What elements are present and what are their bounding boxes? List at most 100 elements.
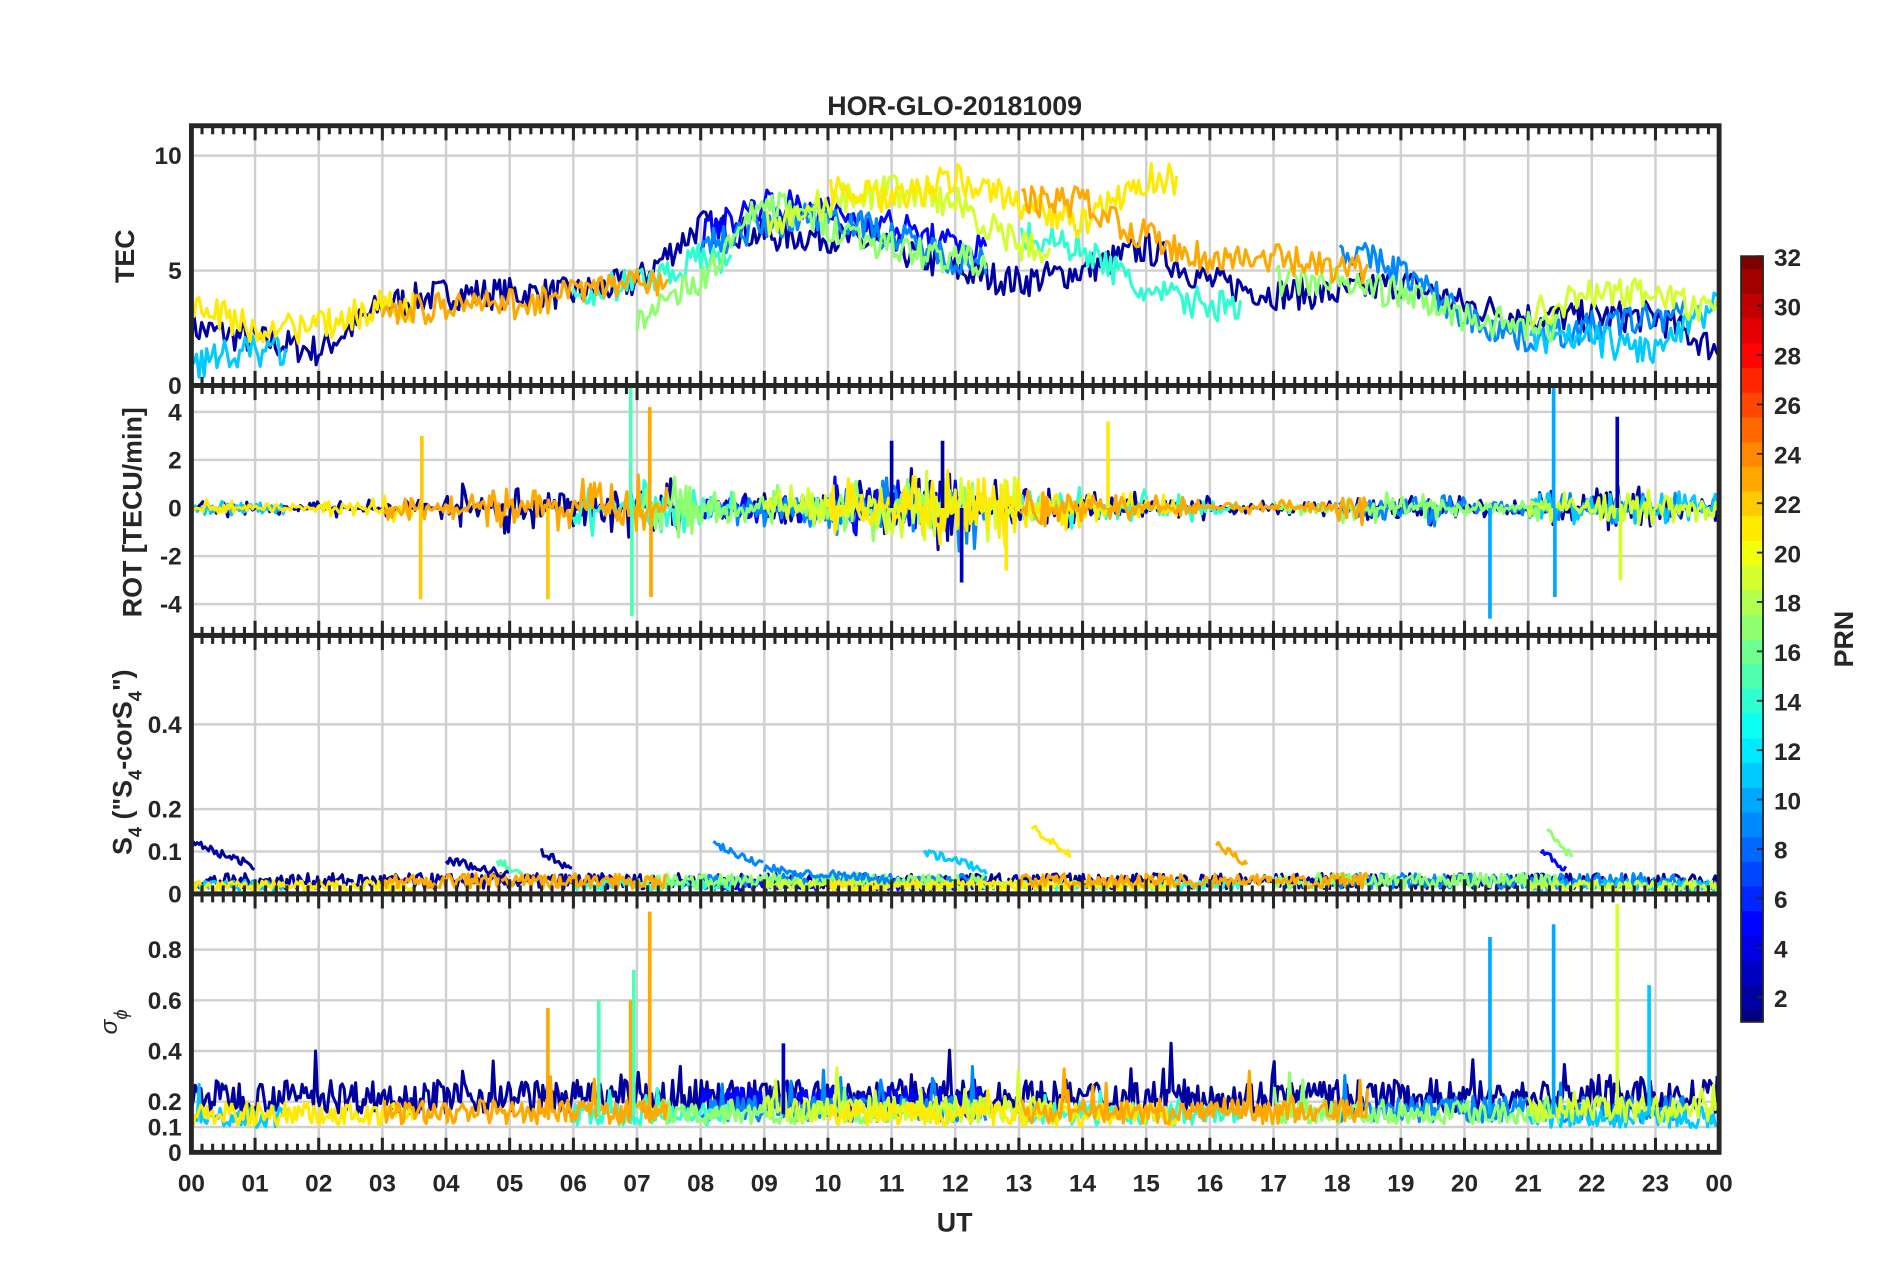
- colorbar-segment: [1741, 564, 1764, 591]
- s4-bump-prn-2: [539, 848, 573, 870]
- sigma-line-prn-17: [1272, 1071, 1561, 1126]
- colorbar-tick-label: 24: [1774, 443, 1802, 470]
- x-tick-label: 09: [751, 1170, 778, 1197]
- tec-line-prn-11: [1529, 291, 1720, 364]
- x-tick-label: 15: [1133, 1170, 1160, 1197]
- colorbar-label: PRN: [1829, 611, 1859, 668]
- x-tick-label: 13: [1005, 1170, 1032, 1197]
- colorbar-tick-label: 26: [1774, 393, 1801, 420]
- x-tick-label: 05: [496, 1170, 523, 1197]
- colorbar-tick-label: 4: [1774, 937, 1788, 964]
- s4-ylabel-part: "): [108, 669, 138, 691]
- colorbar-tick-label: 16: [1774, 640, 1801, 667]
- s4-bump-prn-23: [1214, 840, 1249, 866]
- colorbar-segment: [1741, 688, 1764, 714]
- tec-line-prn-11: [190, 334, 288, 379]
- x-tick-label: 04: [432, 1170, 460, 1197]
- tec-line-prn-14: [1019, 221, 1242, 323]
- s4-ytick-label: 0: [168, 881, 182, 908]
- x-tick-label: 06: [560, 1170, 587, 1197]
- colorbar-segment: [1741, 441, 1764, 467]
- colorbar-segment: [1741, 268, 1764, 294]
- colorbar-segment: [1741, 960, 1764, 986]
- x-tick-label: 23: [1642, 1170, 1669, 1197]
- tec-line-prn-19: [765, 174, 1051, 264]
- x-tick-label: 21: [1515, 1170, 1542, 1197]
- colorbar-tick-label: 30: [1774, 294, 1801, 321]
- s4-ylabel: S4 ("S4-corS4"): [108, 669, 146, 855]
- s4-bump-prn-2: [190, 839, 256, 871]
- colorbar-segment: [1741, 256, 1764, 270]
- colorbar-segment: [1741, 639, 1764, 665]
- sigma-ytick-label: 0.8: [148, 937, 182, 964]
- tec-line-prn-17: [1274, 264, 1560, 343]
- sigma-line-prn-23: [1020, 1067, 1370, 1126]
- x-tick-label: 10: [814, 1170, 841, 1197]
- s4-ylabel-sub: 4: [124, 690, 145, 701]
- colorbar-segment: [1741, 293, 1764, 319]
- x-tick-label: 12: [942, 1170, 969, 1197]
- x-tick-label: 07: [623, 1170, 650, 1197]
- rot-ytick-label: -4: [160, 592, 182, 619]
- x-axis-label: UT: [937, 1208, 973, 1238]
- colorbar-tick-label: 22: [1774, 492, 1801, 519]
- s4-line-prn-23: [382, 871, 668, 891]
- colorbar-segment: [1741, 910, 1764, 937]
- s4-ylabel-part: S: [108, 837, 138, 855]
- colorbar-segment: [1741, 663, 1764, 690]
- s4-line-prn-21: [189, 879, 415, 892]
- colorbar-tick-label: 2: [1774, 986, 1788, 1013]
- x-tick-label: 00: [178, 1170, 205, 1197]
- tec-line-prn-23: [1020, 185, 1370, 285]
- tec-line-prn-19: [1529, 277, 1721, 328]
- s4-bump-prn-15: [495, 859, 523, 875]
- tec-line-prn-21: [190, 289, 415, 345]
- x-tick-label: 02: [305, 1170, 332, 1197]
- colorbar-tick-label: 28: [1774, 344, 1801, 371]
- tec-line-prn-21: [829, 162, 1179, 239]
- x-tick-label: 18: [1324, 1170, 1351, 1197]
- x-tick-label: 17: [1260, 1170, 1287, 1197]
- x-tick-label: 11: [879, 1170, 905, 1197]
- s4-ylabel-sub: 4: [124, 826, 145, 837]
- x-tick-label: 03: [369, 1170, 396, 1197]
- colorbar-segment: [1741, 490, 1764, 517]
- sigma-line-prn-19: [1526, 1083, 1719, 1124]
- rot-line-prn-23: [382, 473, 669, 532]
- colorbar-segment: [1741, 614, 1764, 640]
- x-tick-label: 00: [1706, 1170, 1733, 1197]
- x-tick-label: 22: [1578, 1170, 1605, 1197]
- sigma-ytick-label: 0.2: [148, 1089, 182, 1116]
- rot-ytick-label: 2: [168, 447, 182, 474]
- colorbar-segment: [1741, 342, 1764, 368]
- colorbar-segment: [1741, 886, 1764, 912]
- tec-line-prn-2: [189, 210, 1721, 367]
- colorbar-frame: [1740, 255, 1764, 1023]
- colorbar-tick-label: 20: [1774, 541, 1801, 568]
- x-tick-label: 16: [1196, 1170, 1223, 1197]
- colorbar-segment: [1741, 589, 1764, 615]
- s4-bump-prn-2: [444, 856, 511, 879]
- colorbar-segment: [1741, 984, 1764, 1011]
- rot-ytick-label: -2: [160, 544, 182, 571]
- colorbar-segment: [1741, 540, 1764, 566]
- colorbar-segment: [1741, 367, 1764, 393]
- sigma-x-ticks: [189, 893, 1721, 1153]
- colorbar-segment: [1741, 787, 1764, 813]
- tec-line-prn-23: [380, 268, 669, 326]
- rot-ytick-label: 4: [168, 399, 182, 426]
- rot-ytick-label: 0: [168, 496, 182, 523]
- chart-title: HOR-GLO-20181009: [827, 91, 1082, 121]
- colorbar-segment: [1741, 392, 1764, 418]
- colorbar-segment: [1741, 515, 1764, 541]
- sigma-line-prn-23: [382, 1075, 669, 1126]
- rot-line-prn-21: [189, 494, 415, 524]
- colorbar-tick-label: 10: [1774, 788, 1801, 815]
- sigma-ylabel-main: σ: [96, 1018, 123, 1034]
- rot-line-prn-23: [1019, 489, 1370, 528]
- x-tick-label: 20: [1451, 1170, 1478, 1197]
- tec-x-ticks: [189, 125, 1721, 386]
- tec-line-prn-17: [635, 191, 988, 332]
- colorbar-segment: [1741, 861, 1764, 887]
- colorbar-segment: [1741, 1009, 1764, 1023]
